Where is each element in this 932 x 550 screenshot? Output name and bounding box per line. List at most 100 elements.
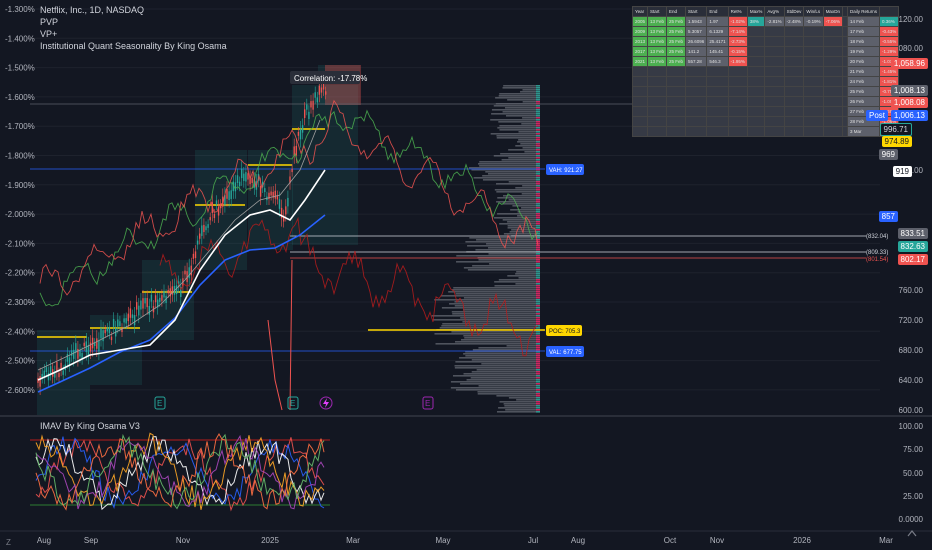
season-cell: -0.15% <box>727 46 748 57</box>
season-cell <box>647 76 668 87</box>
left-axis-tick: -1.700% <box>5 122 35 131</box>
season-cell <box>727 66 748 77</box>
oscillator-pane <box>30 432 330 512</box>
season-cell <box>783 56 805 67</box>
season-cell <box>666 86 687 97</box>
season-header-cell: Year <box>631 6 649 17</box>
indicator-vp-plus[interactable]: VP+ <box>40 29 58 39</box>
season-cell <box>631 86 649 97</box>
volume-zones <box>37 65 361 415</box>
svg-text:E: E <box>425 399 430 408</box>
season-cell <box>822 96 843 107</box>
season-cell <box>764 76 785 87</box>
earnings-marker-1[interactable]: E <box>154 396 166 410</box>
season-cell <box>631 76 649 87</box>
season-cell <box>647 86 668 97</box>
daily-date-cell: 19 Feb <box>846 46 880 57</box>
season-cell: 145.41 <box>706 46 729 57</box>
time-axis-tick: Mar <box>346 536 360 545</box>
daily-return-cell: 0.36% <box>878 16 900 27</box>
season-cell <box>764 56 785 67</box>
earnings-marker-3[interactable]: E <box>422 396 434 410</box>
oscillator-axis-tick: 25.00 <box>903 492 924 501</box>
season-cell: 13 Feb <box>647 56 668 67</box>
svg-text:VAL: 677.75: VAL: 677.75 <box>549 350 582 356</box>
season-cell <box>666 106 687 117</box>
indicator-pvp[interactable]: PVP <box>40 17 59 27</box>
season-cell: -1.95% <box>727 56 748 67</box>
earnings-marker-2[interactable]: E <box>287 396 299 410</box>
daily-returns-header: Daily Returns <box>846 6 880 17</box>
season-cell <box>803 36 824 47</box>
season-cell <box>803 76 824 87</box>
season-cell <box>803 106 824 117</box>
season-cell: 6.1329 <box>706 26 729 37</box>
indicator-seasonality[interactable]: Institutional Quant Seasonality By King … <box>40 41 227 51</box>
season-cell <box>631 66 649 77</box>
season-cell <box>631 96 649 107</box>
price-chip-6: 974.89 <box>881 136 912 147</box>
season-cell: 25 Feb <box>666 56 687 67</box>
season-header-cell: Start <box>685 6 708 17</box>
time-axis: Aug Sep Nov 2025 Mar May Jul Aug Oct Nov 2026 Mar <box>0 530 932 545</box>
season-cell <box>822 86 843 97</box>
season-cell <box>783 66 805 77</box>
season-cell <box>746 36 766 47</box>
oscillator-axis-tick: 75.00 <box>903 445 924 454</box>
season-cell: 2017 <box>631 46 649 57</box>
season-cell <box>783 126 805 137</box>
season-cell <box>822 106 843 117</box>
season-cell <box>822 36 843 47</box>
season-cell: -2.81% <box>764 16 785 27</box>
season-cell <box>822 66 843 77</box>
season-cell: 25 Feb <box>666 46 687 57</box>
time-axis-tick: Nov <box>176 536 190 545</box>
time-axis-tick: 2025 <box>261 536 279 545</box>
season-cell <box>706 106 729 117</box>
season-cell <box>727 76 748 87</box>
season-cell: 25 Feb <box>666 26 687 37</box>
season-cell <box>822 126 843 137</box>
time-axis-tick: Aug <box>37 536 51 545</box>
season-cell: 2009 <box>631 26 649 37</box>
season-cell <box>764 66 785 77</box>
price-chip-2: 1,008.13 <box>890 85 928 96</box>
daily-date-cell: 3 Mar <box>846 126 880 137</box>
season-cell: 38% <box>746 16 766 27</box>
season-cell <box>764 116 785 127</box>
timezone-icon[interactable]: Z <box>6 538 11 547</box>
season-cell <box>666 116 687 127</box>
right-axis-tick: 1,120.00 <box>892 15 924 24</box>
symbol-title[interactable]: Netflix, Inc., 1D, NASDAQ <box>40 5 145 15</box>
season-header-cell: MaxDn <box>822 6 843 17</box>
oscillator-axis-tick: 0.0000 <box>899 515 924 524</box>
price-chip-12: 802.17 <box>897 254 928 265</box>
season-cell <box>803 126 824 137</box>
season-cell <box>631 106 649 117</box>
price-chip-10: 833.51 <box>897 228 928 239</box>
season-cell: 546.3 <box>706 56 729 67</box>
daily-date-cell: 26 Feb <box>846 96 880 107</box>
oscillator-title[interactable]: IMAV By King Osama V3 <box>40 421 140 431</box>
price-chip-7: 969 <box>878 149 898 160</box>
season-header-cell: Avg% <box>764 6 785 17</box>
season-cell <box>803 56 824 67</box>
left-axis-tick: -1.900% <box>5 181 35 190</box>
season-cell <box>727 116 748 127</box>
chevron-up-icon[interactable] <box>907 530 917 537</box>
dividend-lightning-icon[interactable] <box>319 396 333 410</box>
season-cell <box>685 106 708 117</box>
season-cell <box>803 116 824 127</box>
season-cell <box>803 66 824 77</box>
season-cell: 13 Feb <box>647 16 668 27</box>
volume-profile <box>431 85 540 413</box>
season-cell: -2.73% <box>727 36 748 47</box>
season-cell <box>685 66 708 77</box>
season-cell <box>764 26 785 37</box>
season-cell <box>783 76 805 87</box>
season-cell <box>746 26 766 37</box>
time-axis-tick: Jul <box>528 536 538 545</box>
left-axis-tick: -1.400% <box>5 34 35 43</box>
season-cell <box>764 46 785 57</box>
chart-legend: Netflix, Inc., 1D, NASDAQ PVP VP+ Instit… <box>40 4 227 52</box>
